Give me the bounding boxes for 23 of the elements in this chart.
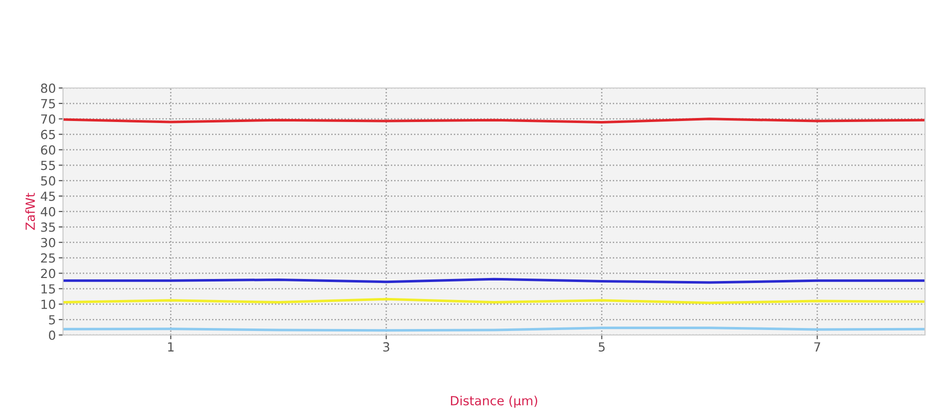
x-tick-label: 1	[168, 342, 174, 352]
y-tick-label: 80	[40, 83, 56, 93]
y-tick-label: 60	[41, 145, 56, 155]
y-tick-label: 50	[41, 176, 56, 186]
x-tick-label: 7	[814, 342, 820, 352]
y-tick-label: 15	[42, 284, 55, 294]
y-tick-label: 40	[40, 206, 56, 216]
y-tick-label: 0	[48, 330, 56, 340]
y-tick-label: 75	[41, 99, 55, 108]
x-tick-label: 5	[598, 342, 605, 352]
y-tick-label: 35	[41, 222, 55, 232]
y-tick-label: 70	[41, 114, 56, 124]
y-tick-label: 10	[42, 300, 56, 310]
x-axis-title: Distance (µm)	[450, 396, 538, 408]
x-tick-label: 3	[383, 342, 390, 352]
y-tick-label: 5	[49, 315, 55, 324]
y-tick-label: 65	[41, 130, 55, 140]
y-axis-title: ZafWt	[25, 192, 35, 230]
y-tick-label: 25	[41, 253, 55, 263]
y-tick-label: 55	[41, 160, 55, 170]
y-tick-label: 30	[41, 238, 56, 248]
y-tick-label: 45	[40, 192, 55, 201]
y-tick-label: 20	[41, 268, 56, 278]
